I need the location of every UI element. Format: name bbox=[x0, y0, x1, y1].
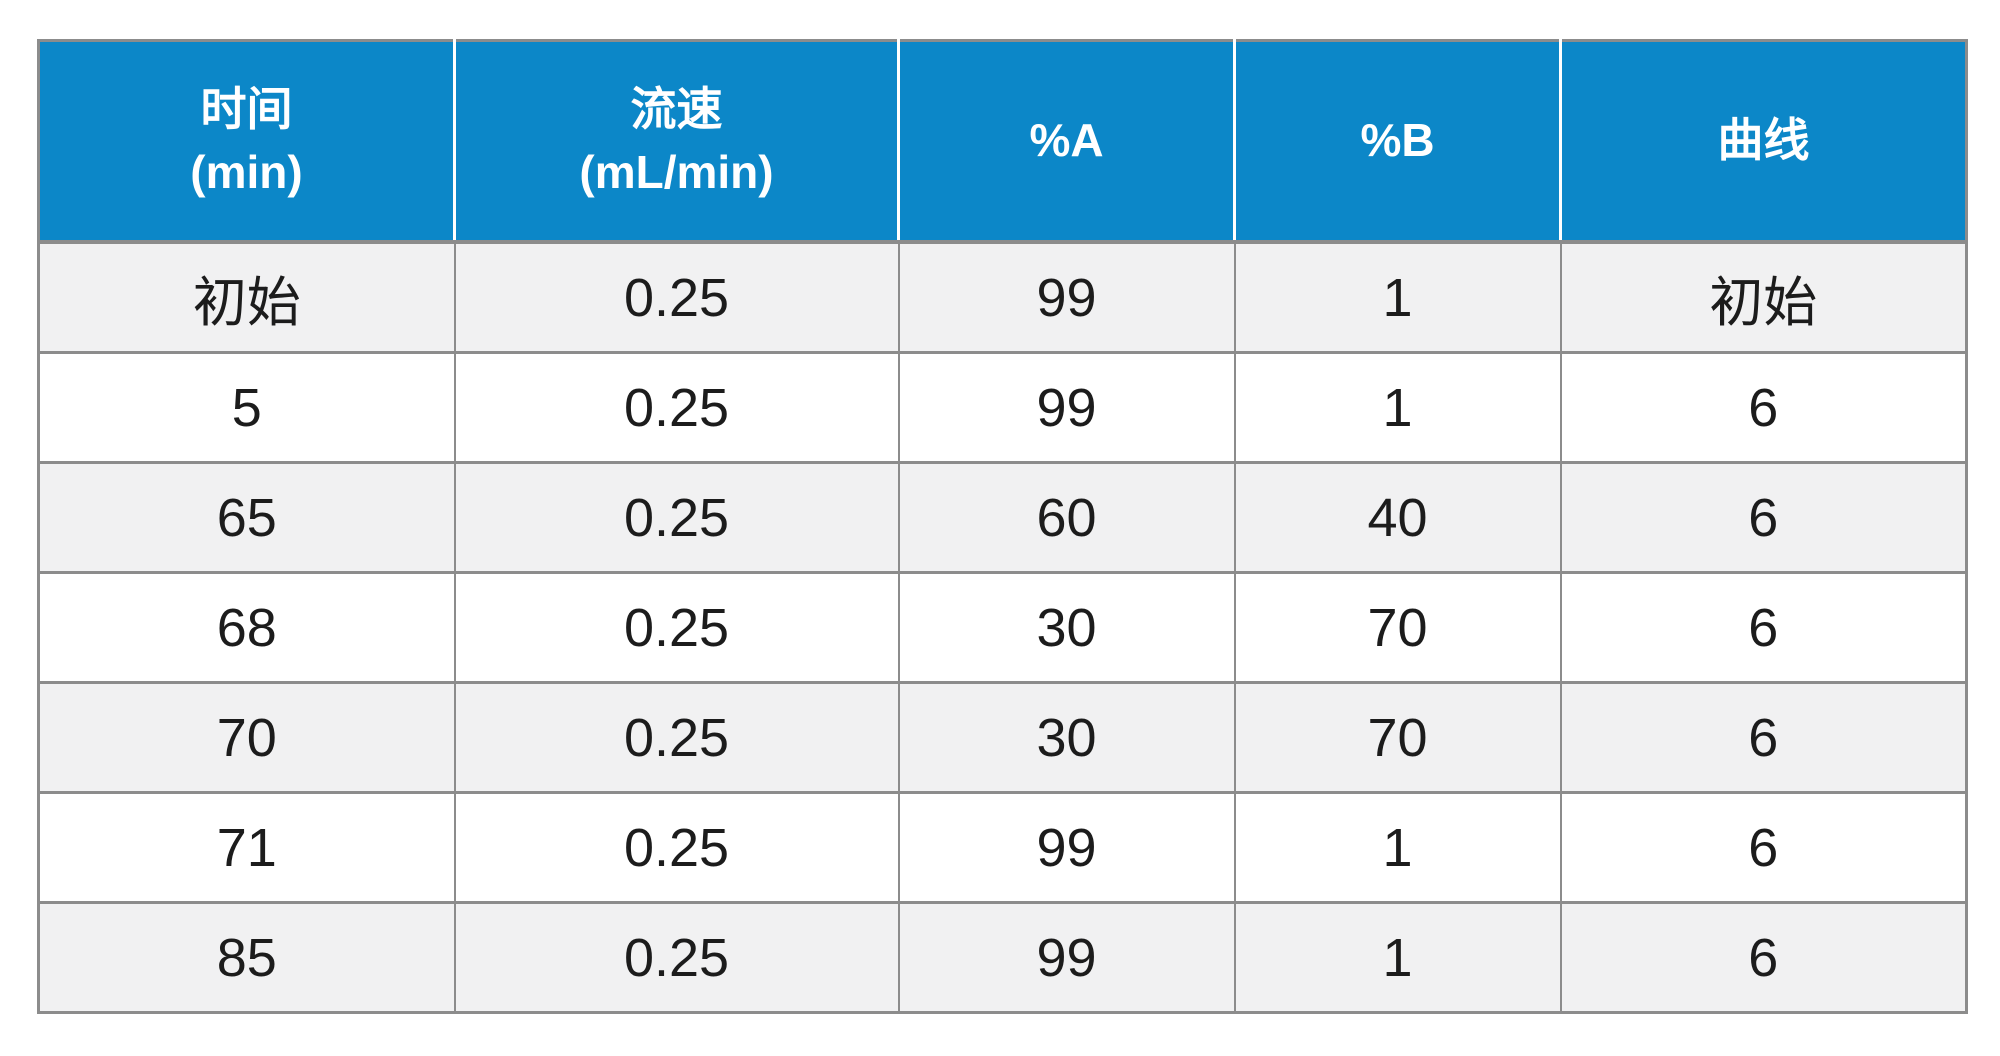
header-curve-label: 曲线 bbox=[1717, 114, 1810, 167]
table-cell: 1 bbox=[1233, 791, 1561, 903]
table-row: 70 0.25 30 70 6 bbox=[38, 681, 1967, 793]
table-header-row: 时间 (min) 流速 (mL/min) %A %B 曲线 bbox=[38, 40, 1967, 244]
header-cell-flow-rate: 流速 (mL/min) bbox=[453, 40, 899, 244]
table-cell: 初始 bbox=[1559, 240, 1967, 353]
table-row: 85 0.25 99 1 6 bbox=[38, 901, 1967, 1013]
table-cell: 1 bbox=[1233, 240, 1561, 353]
table-row: 71 0.25 99 1 6 bbox=[38, 791, 1967, 903]
table-cell: 1 bbox=[1233, 351, 1561, 463]
table-cell: 6 bbox=[1559, 571, 1967, 683]
table-cell: 6 bbox=[1559, 791, 1967, 903]
header-flow-unit: (mL/min) bbox=[579, 146, 774, 198]
table-cell: 30 bbox=[897, 681, 1235, 793]
table-body: 初始 0.25 99 1 初始 5 0.25 99 1 6 65 0.25 60 40 6 68 0.25 30 7… bbox=[38, 240, 1967, 1013]
table-cell: 6 bbox=[1559, 351, 1967, 463]
table-cell: 0.25 bbox=[453, 461, 899, 573]
table-cell: 99 bbox=[897, 240, 1235, 353]
table-cell: 6 bbox=[1559, 461, 1967, 573]
table-cell: 0.25 bbox=[453, 571, 899, 683]
table-cell: 1 bbox=[1233, 901, 1561, 1013]
table-cell: 71 bbox=[38, 791, 455, 903]
table-cell: 70 bbox=[1233, 681, 1561, 793]
table-cell: 5 bbox=[38, 351, 455, 463]
table-row: 65 0.25 60 40 6 bbox=[38, 461, 1967, 573]
table-cell: 40 bbox=[1233, 461, 1561, 573]
header-cell-time: 时间 (min) bbox=[38, 40, 455, 244]
table-cell: 初始 bbox=[38, 240, 455, 353]
table-cell: 68 bbox=[38, 571, 455, 683]
header-flow-label: 流速 bbox=[630, 82, 723, 135]
table-cell: 70 bbox=[1233, 571, 1561, 683]
header-cell-percent-a: %A bbox=[897, 40, 1235, 244]
table-cell: 99 bbox=[897, 791, 1235, 903]
table-cell: 99 bbox=[897, 351, 1235, 463]
table-row: 初始 0.25 99 1 初始 bbox=[38, 240, 1967, 353]
table-row: 5 0.25 99 1 6 bbox=[38, 351, 1967, 463]
table-cell: 0.25 bbox=[453, 240, 899, 353]
table-cell: 70 bbox=[38, 681, 455, 793]
table-cell: 0.25 bbox=[453, 681, 899, 793]
header-time-unit: (min) bbox=[190, 146, 303, 198]
table-cell: 99 bbox=[897, 901, 1235, 1013]
header-cell-percent-b: %B bbox=[1233, 40, 1561, 244]
table-row: 68 0.25 30 70 6 bbox=[38, 571, 1967, 683]
header-cell-curve: 曲线 bbox=[1559, 40, 1967, 244]
table-cell: 0.25 bbox=[453, 901, 899, 1013]
table-cell: 0.25 bbox=[453, 351, 899, 463]
table-cell: 85 bbox=[38, 901, 455, 1013]
table-cell: 30 bbox=[897, 571, 1235, 683]
header-time-label: 时间 bbox=[200, 82, 293, 135]
header-percent-b-label: %B bbox=[1360, 114, 1435, 167]
gradient-table: 时间 (min) 流速 (mL/min) %A %B 曲线 初始 0.25 99 1 初… bbox=[37, 39, 1968, 1014]
header-percent-a-label: %A bbox=[1029, 114, 1104, 167]
table-cell: 0.25 bbox=[453, 791, 899, 903]
table-cell: 60 bbox=[897, 461, 1235, 573]
table-cell: 6 bbox=[1559, 681, 1967, 793]
table-cell: 6 bbox=[1559, 901, 1967, 1013]
table-cell: 65 bbox=[38, 461, 455, 573]
